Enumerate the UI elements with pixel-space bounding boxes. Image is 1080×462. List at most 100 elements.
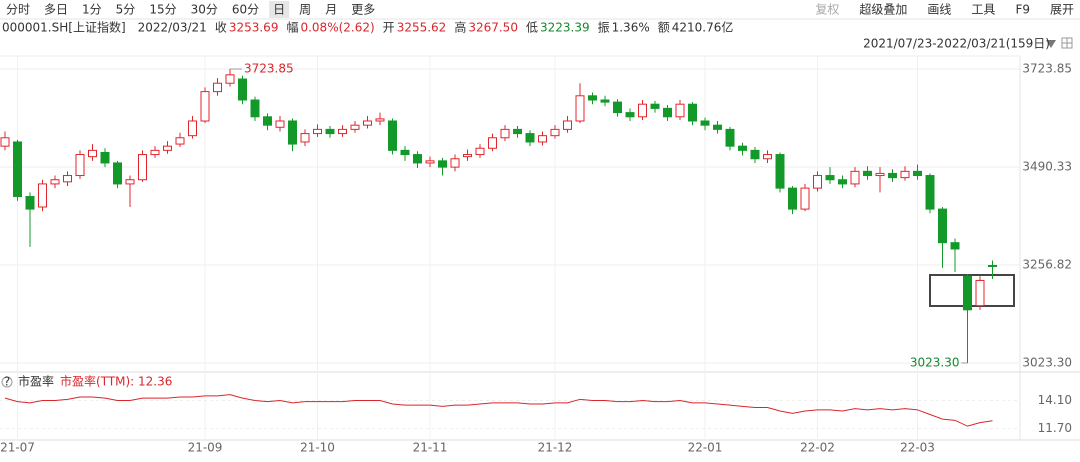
tab[interactable]: 更多 bbox=[351, 3, 375, 17]
candle-body bbox=[363, 120, 372, 126]
tab[interactable]: 多日 bbox=[44, 3, 68, 17]
candle-body bbox=[250, 99, 260, 118]
info-value: 3253.69 bbox=[229, 21, 279, 35]
help-icon[interactable] bbox=[1, 376, 13, 388]
info-value: 3267.50 bbox=[468, 21, 518, 35]
date: 2022/03/21 bbox=[138, 21, 207, 35]
candle-body bbox=[525, 133, 535, 143]
candle-body bbox=[963, 275, 972, 311]
tool-button[interactable]: 工具 bbox=[971, 3, 995, 17]
tab[interactable]: 30分 bbox=[191, 3, 218, 17]
candle-body bbox=[950, 242, 960, 250]
candle-body bbox=[263, 116, 272, 126]
candle-body bbox=[713, 124, 722, 130]
candle-body bbox=[200, 91, 210, 122]
x-tick-label: 21-11 bbox=[413, 441, 448, 455]
candle-body bbox=[213, 82, 222, 93]
candle-body bbox=[13, 141, 22, 198]
candle-body bbox=[313, 128, 322, 135]
tool-button[interactable]: F9 bbox=[1015, 3, 1030, 17]
settings-icon[interactable] bbox=[1061, 37, 1073, 49]
info-value: 1.36% bbox=[612, 21, 650, 35]
candle-body bbox=[63, 175, 72, 183]
tab[interactable]: 5分 bbox=[116, 3, 136, 17]
candle-body bbox=[550, 128, 560, 137]
candle-body bbox=[650, 103, 660, 109]
candle-body bbox=[450, 158, 460, 168]
info-value: 3223.39 bbox=[540, 21, 590, 35]
candle-body bbox=[500, 128, 510, 139]
x-tick-label: 21-10 bbox=[300, 441, 335, 455]
candle-body bbox=[88, 149, 97, 158]
candle-body bbox=[425, 160, 435, 164]
info-label: 幅 bbox=[286, 20, 298, 35]
y-tick-label: 3490.33 bbox=[1022, 160, 1072, 174]
tab[interactable]: 1分 bbox=[82, 3, 102, 17]
tool-button[interactable]: 复权 bbox=[815, 3, 839, 17]
info-value: 0.08%(2.62) bbox=[300, 21, 374, 35]
info-label: 额 bbox=[658, 21, 670, 35]
tab[interactable]: 月 bbox=[325, 3, 337, 17]
tool-button[interactable]: 超级叠加 bbox=[859, 2, 907, 17]
candle-body bbox=[688, 103, 697, 122]
candle-body bbox=[488, 137, 497, 149]
candle-body bbox=[888, 172, 897, 179]
candle-body bbox=[763, 154, 772, 160]
candle-body bbox=[113, 162, 122, 185]
candle-body bbox=[225, 74, 235, 84]
candle-body bbox=[100, 151, 110, 164]
tab[interactable]: 日 bbox=[273, 3, 285, 17]
candle-body bbox=[975, 279, 985, 307]
candle-body bbox=[613, 101, 622, 114]
candle-body bbox=[375, 118, 385, 122]
y-tick-label: 3256.82 bbox=[1022, 257, 1072, 271]
tool-button[interactable]: 画线 bbox=[927, 3, 951, 17]
candle-body bbox=[50, 179, 60, 185]
y-tick-label: 3023.30 bbox=[1022, 355, 1072, 369]
candle-body bbox=[388, 120, 397, 151]
range-label[interactable]: 2021/07/23-2022/03/21(159日) bbox=[863, 37, 1050, 51]
candle-body bbox=[38, 183, 47, 208]
dropdown-arrow[interactable] bbox=[1046, 40, 1056, 48]
tab[interactable]: 15分 bbox=[149, 3, 176, 17]
candle-body bbox=[638, 103, 647, 118]
candle-body bbox=[750, 149, 760, 160]
tool-button[interactable]: 展开 bbox=[1050, 3, 1074, 17]
candle-body bbox=[863, 170, 872, 177]
y-tick-label: 11.70 bbox=[1038, 421, 1072, 435]
candle-body bbox=[588, 95, 597, 101]
candle-body bbox=[325, 128, 335, 135]
candle-body bbox=[163, 145, 172, 151]
candle-body bbox=[513, 128, 522, 135]
tab[interactable]: 周 bbox=[299, 3, 311, 17]
candle-body bbox=[150, 149, 160, 156]
candle-body bbox=[725, 128, 735, 147]
candle-body bbox=[938, 208, 947, 244]
candle-body bbox=[438, 160, 447, 168]
tab[interactable]: 60分 bbox=[232, 3, 259, 17]
info-label: 开 bbox=[383, 21, 395, 35]
candle-body bbox=[125, 179, 135, 185]
candle-body bbox=[825, 175, 835, 181]
candle-body bbox=[813, 175, 822, 189]
info-value: 4210.76亿 bbox=[672, 20, 734, 35]
candle-body bbox=[775, 154, 785, 189]
candle-body bbox=[700, 120, 710, 126]
low-label: 3023.30 bbox=[910, 355, 960, 369]
candle-body bbox=[75, 154, 85, 177]
tab[interactable]: 分时 bbox=[6, 3, 30, 17]
panel-legend: 市盈率(TTM): 12.36 bbox=[60, 374, 172, 389]
candle-body bbox=[300, 133, 310, 143]
candle-body bbox=[988, 264, 997, 267]
candle-body bbox=[188, 120, 197, 137]
x-tick-label: 21-12 bbox=[538, 441, 573, 455]
x-tick-label: 22-03 bbox=[900, 441, 935, 455]
candle-body bbox=[338, 128, 347, 135]
candle-body bbox=[0, 137, 10, 147]
symbol: 000001.SH[上证指数] bbox=[2, 20, 126, 35]
info-label: 振 bbox=[598, 21, 610, 35]
candle-body bbox=[288, 120, 297, 145]
y-tick-label: 14.10 bbox=[1038, 393, 1072, 407]
